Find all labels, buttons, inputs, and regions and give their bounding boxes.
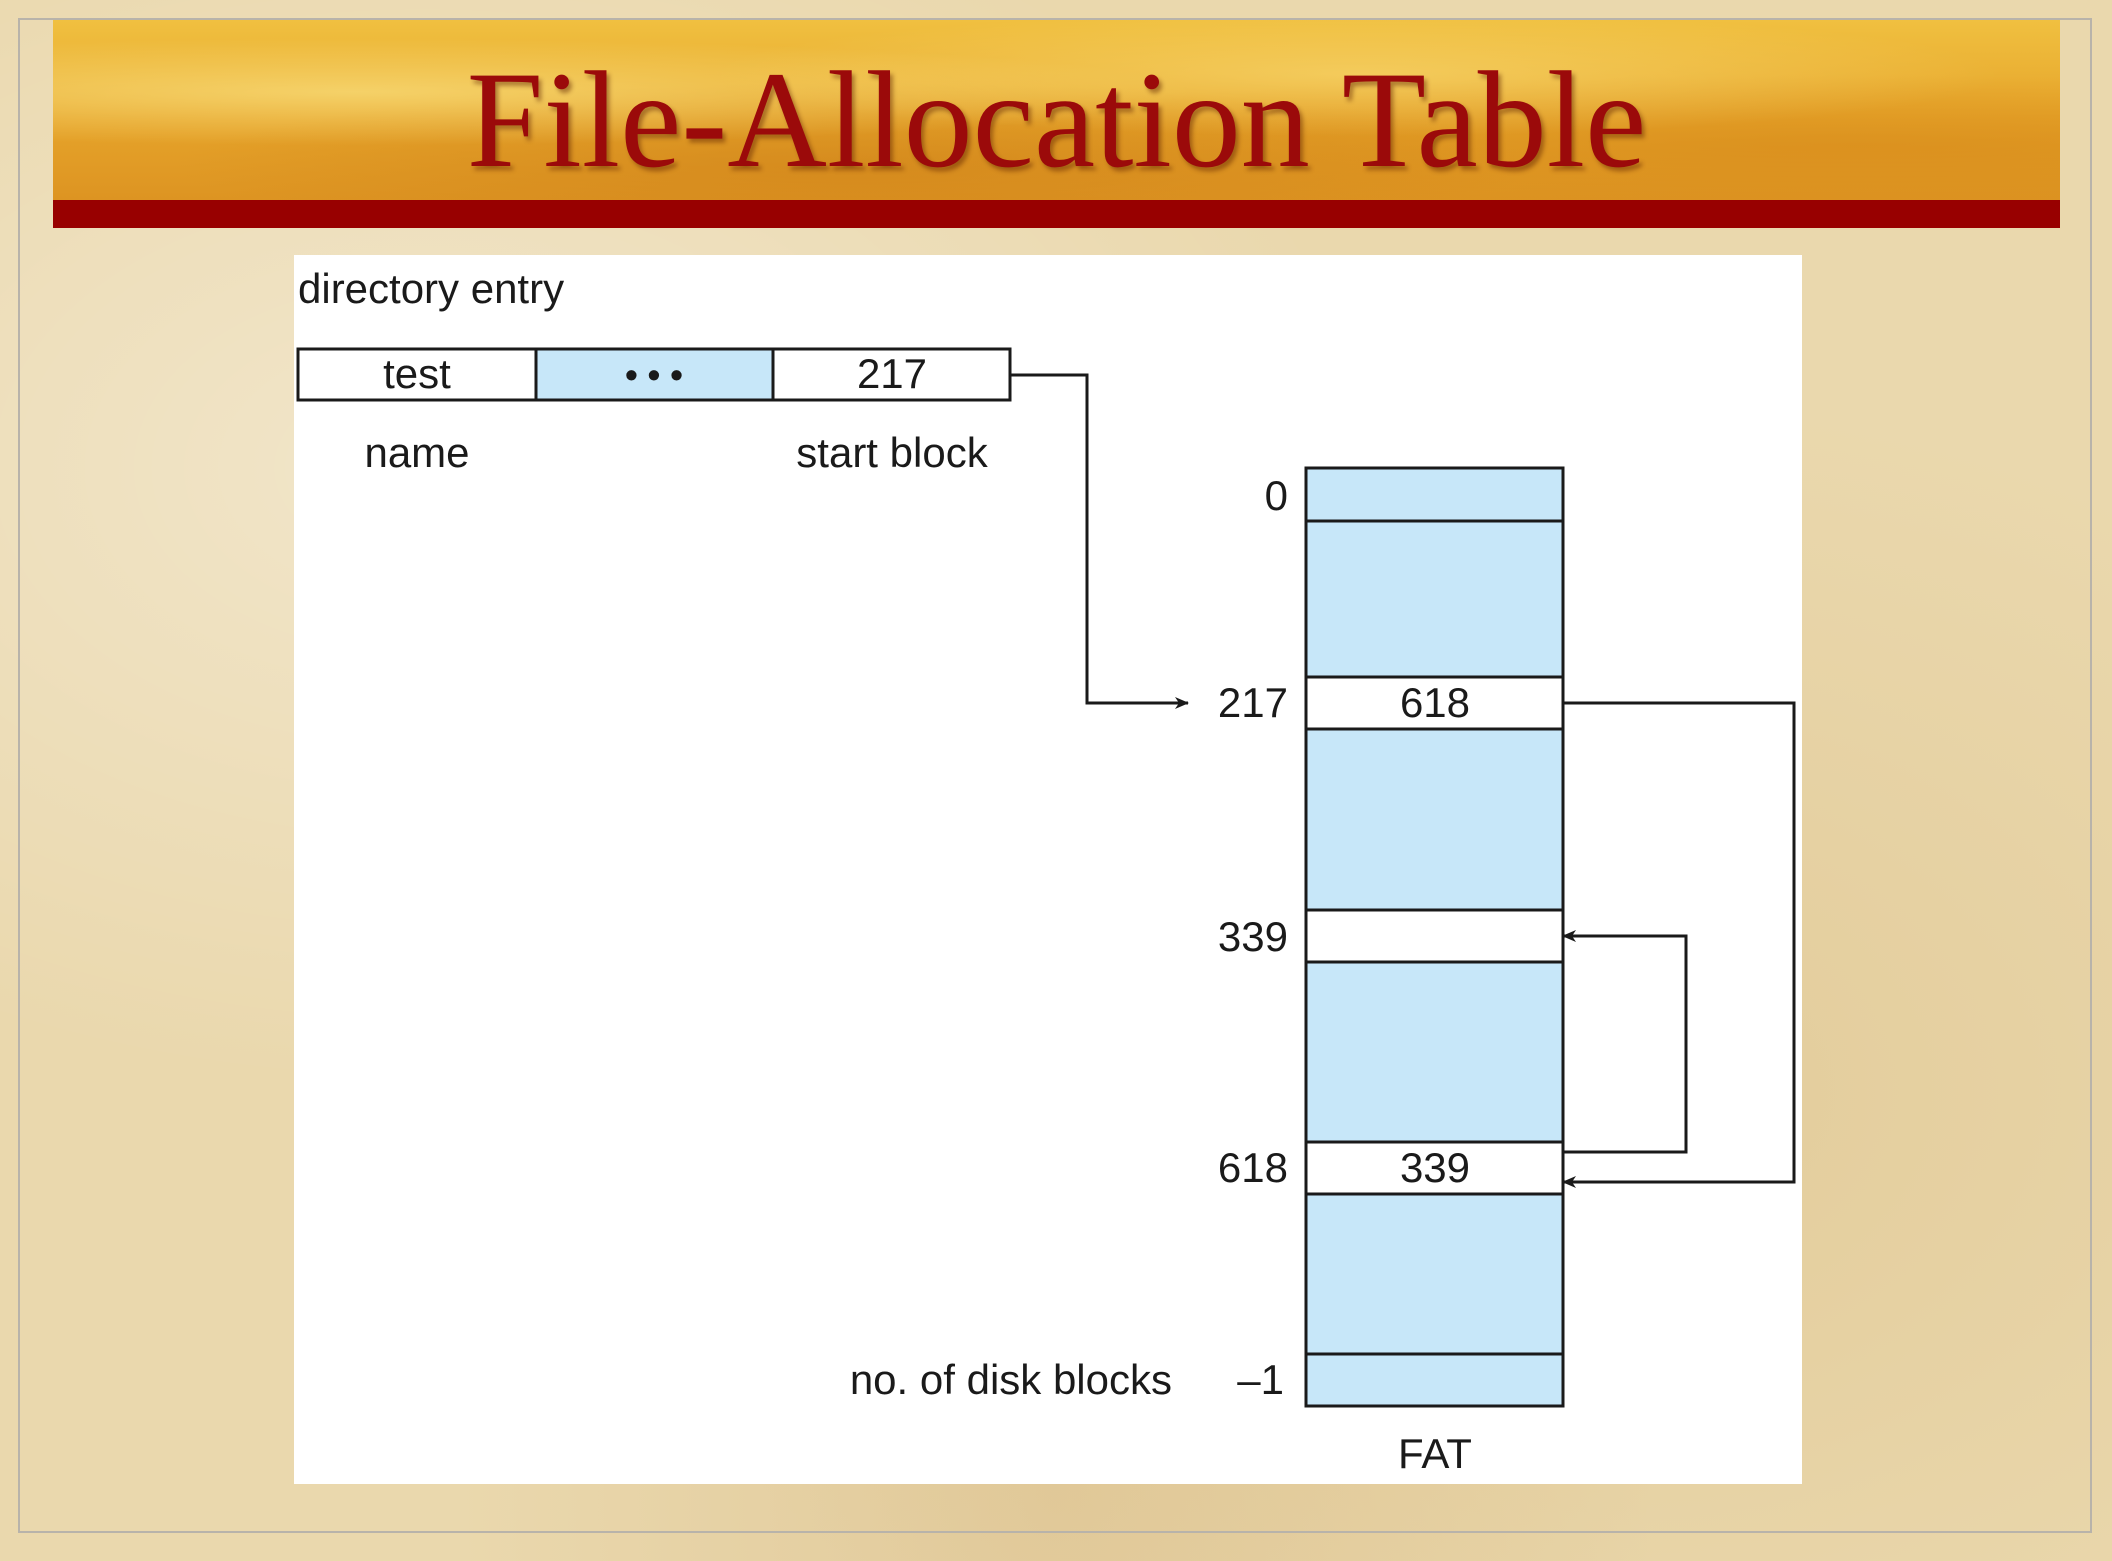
index-label-339: 339	[1218, 913, 1288, 960]
slide-frame	[18, 18, 2092, 1533]
fat-block-d	[1304, 1192, 1565, 1356]
index-label-217: 217	[1218, 679, 1288, 726]
directory-entry-row: test • • • 217	[296, 347, 1012, 402]
fat-diagram: directory entry test • • • 217 name star…	[296, 265, 1796, 1477]
dir-ellipsis-value: • • •	[625, 354, 683, 395]
index-label-618: 618	[1218, 1144, 1288, 1191]
dir-ellipsis-cell	[534, 347, 775, 402]
title-underline	[53, 200, 2060, 228]
fat-block-c	[1304, 960, 1565, 1144]
page-title: File-Allocation Table	[466, 43, 1647, 196]
fat-table	[1304, 466, 1565, 1408]
arrow-start-to-217	[1010, 373, 1189, 709]
name-caption: name	[364, 429, 469, 476]
directory-entry-label: directory entry	[298, 265, 564, 312]
fat-diagram-panel: directory entry test • • • 217 name star…	[294, 255, 1802, 1484]
fat-block-a	[1304, 519, 1565, 679]
index-label-0: 0	[1265, 472, 1288, 519]
index-label-last: –1	[1237, 1356, 1284, 1403]
title-banner	[53, 20, 2060, 200]
start-block-caption: start block	[796, 429, 988, 476]
fat-caption: FAT	[1398, 1430, 1472, 1477]
fat-row-0	[1304, 466, 1565, 523]
fat-block-b	[1304, 727, 1565, 912]
arrow-618-to-339	[1562, 930, 1688, 1154]
fat-row-last	[1304, 1352, 1565, 1408]
fat-row-618	[1304, 1140, 1565, 1196]
fat-value-618: 339	[1400, 1144, 1470, 1191]
fat-row-339	[1304, 908, 1565, 964]
dir-start-value: 217	[857, 350, 927, 397]
dir-name-cell	[296, 347, 538, 402]
dir-name-value: test	[383, 350, 451, 397]
disk-blocks-label: no. of disk blocks	[850, 1356, 1172, 1403]
arrow-217-to-618	[1562, 701, 1796, 1188]
fat-value-217: 618	[1400, 679, 1470, 726]
